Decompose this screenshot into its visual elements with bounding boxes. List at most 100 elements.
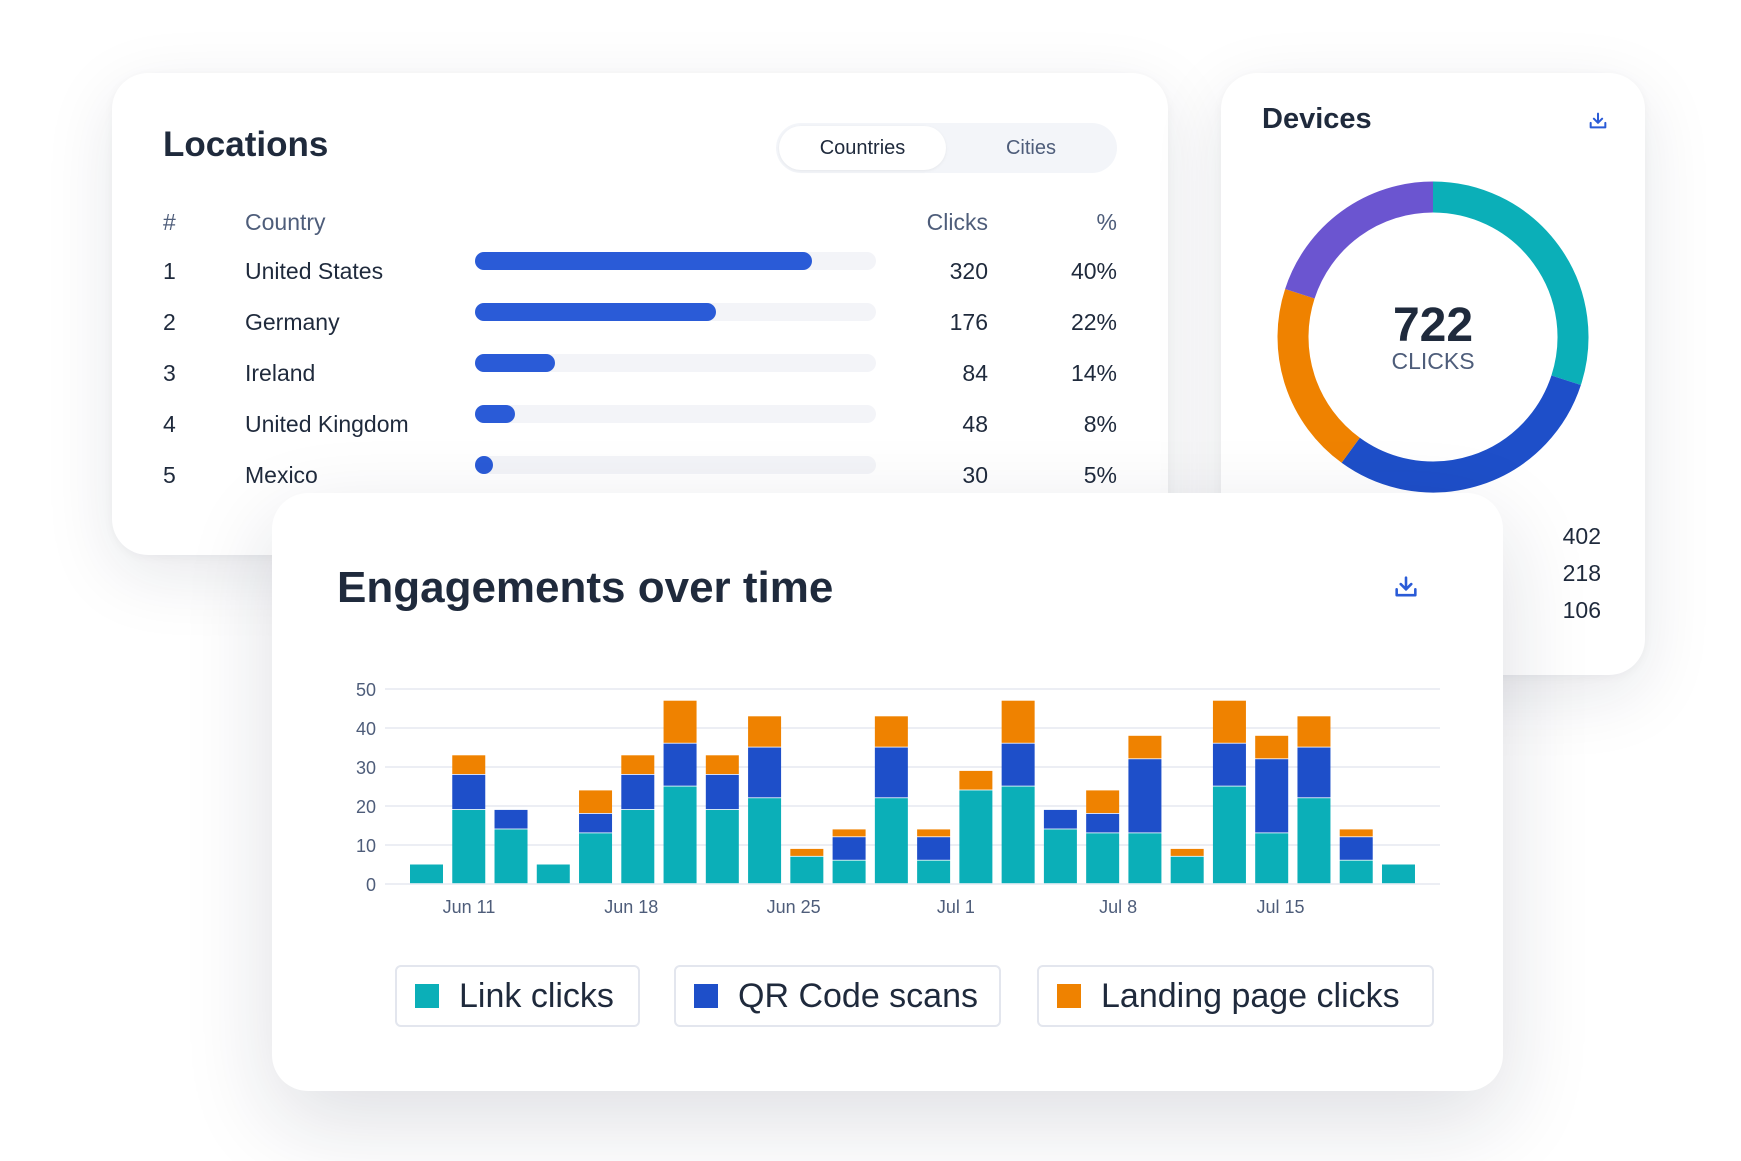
bar-segment-qr-code-scans[interactable] xyxy=(494,809,528,829)
bar-segment-link-clicks[interactable] xyxy=(452,809,486,884)
bar-segment-link-clicks[interactable] xyxy=(663,786,697,884)
bar-segment-landing-page-clicks[interactable] xyxy=(705,755,739,774)
bar-segment-link-clicks[interactable] xyxy=(579,833,613,884)
bar-segment-qr-code-scans[interactable] xyxy=(1339,837,1373,860)
country-cell: United Kingdom xyxy=(245,411,409,437)
bar-segment-link-clicks[interactable] xyxy=(790,856,824,884)
bar-segment-landing-page-clicks[interactable] xyxy=(663,700,697,743)
clicks-header[interactable]: Clicks xyxy=(926,209,988,235)
devices-donut-chart: 722 CLICKS xyxy=(1277,181,1589,493)
bar-segment-qr-code-scans[interactable] xyxy=(1043,809,1077,829)
bar-segment-qr-code-scans[interactable] xyxy=(1086,813,1120,833)
bar-segment-landing-page-clicks[interactable] xyxy=(1170,848,1204,856)
bar-segment-link-clicks[interactable] xyxy=(917,860,951,884)
bar-segment-landing-page-clicks[interactable] xyxy=(1212,700,1246,743)
percent-header[interactable]: % xyxy=(1096,209,1117,235)
bar-segment-link-clicks[interactable] xyxy=(1255,833,1289,884)
bar-segment-qr-code-scans[interactable] xyxy=(1212,743,1246,786)
donut-segment[interactable] xyxy=(1277,288,1361,463)
bar-segment-link-clicks[interactable] xyxy=(1001,786,1035,884)
bar-segment-landing-page-clicks[interactable] xyxy=(1297,716,1331,747)
bar-segment-landing-page-clicks[interactable] xyxy=(1339,829,1373,837)
legend-landing-page-clicks[interactable]: Landing page clicks xyxy=(1037,965,1434,1027)
bar-segment-qr-code-scans[interactable] xyxy=(1001,743,1035,786)
donut-segment[interactable] xyxy=(1341,375,1581,493)
legend-label: Link clicks xyxy=(459,976,614,1015)
x-tick-label: Jun 18 xyxy=(604,897,658,917)
bar-segment-link-clicks[interactable] xyxy=(1128,833,1162,884)
countries-cities-toggle[interactable]: Countries Cities xyxy=(776,123,1117,173)
link-clicks-swatch xyxy=(415,984,439,1008)
locations-card: Locations Countries Cities # Country Cli… xyxy=(112,73,1168,555)
bar-segment-link-clicks[interactable] xyxy=(1086,833,1120,884)
bar-segment-link-clicks[interactable] xyxy=(410,864,443,884)
bar-segment-landing-page-clicks[interactable] xyxy=(832,829,866,837)
bar-segment-landing-page-clicks[interactable] xyxy=(579,790,613,813)
legend-qr-code-scans[interactable]: QR Code scans xyxy=(674,965,1001,1027)
bar-segment-link-clicks[interactable] xyxy=(832,860,866,884)
bar-segment-link-clicks[interactable] xyxy=(1043,829,1077,884)
engagements-card: Engagements over time 0 10 20 30 40 50 Jun 11 J… xyxy=(272,493,1503,1091)
x-tick-label: Jun 11 xyxy=(443,897,496,917)
bar-segment-qr-code-scans[interactable] xyxy=(917,837,951,860)
bar-segment-link-clicks[interactable] xyxy=(536,864,570,884)
donut-segment[interactable] xyxy=(1432,181,1589,386)
percent-cell: 5% xyxy=(1083,462,1117,488)
bar-segment-qr-code-scans[interactable] xyxy=(452,774,486,810)
country-header[interactable]: Country xyxy=(245,209,326,235)
bar-segment-qr-code-scans[interactable] xyxy=(1128,759,1162,833)
bar-segment-link-clicks[interactable] xyxy=(1297,798,1331,884)
qr-code-scans-swatch xyxy=(694,984,718,1008)
legend-label: QR Code scans xyxy=(738,976,978,1015)
bar-segment-landing-page-clicks[interactable] xyxy=(1255,735,1289,759)
bar-segment-landing-page-clicks[interactable] xyxy=(748,716,782,747)
bar-segment-landing-page-clicks[interactable] xyxy=(452,755,486,774)
bar-segment-qr-code-scans[interactable] xyxy=(874,747,908,798)
bar-segment-qr-code-scans[interactable] xyxy=(1297,747,1331,798)
rank-cell: 2 xyxy=(163,309,176,335)
country-cell: Mexico xyxy=(245,462,318,488)
bar-segment-qr-code-scans[interactable] xyxy=(1255,759,1289,833)
rank-cell: 5 xyxy=(163,462,176,488)
bar-segment-link-clicks[interactable] xyxy=(1212,786,1246,884)
download-icon[interactable] xyxy=(1587,110,1609,137)
percent-cell: 22% xyxy=(1070,309,1117,335)
percent-cell: 14% xyxy=(1070,360,1117,386)
bar-segment-qr-code-scans[interactable] xyxy=(748,747,782,798)
bar-segment-link-clicks[interactable] xyxy=(748,798,782,884)
bar-segment-qr-code-scans[interactable] xyxy=(663,743,697,786)
bar-segment-landing-page-clicks[interactable] xyxy=(959,770,993,790)
bar-segment-qr-code-scans[interactable] xyxy=(832,837,866,860)
bar-segment-link-clicks[interactable] xyxy=(494,829,528,884)
legend-link-clicks[interactable]: Link clicks xyxy=(395,965,640,1027)
bar-segment-link-clicks[interactable] xyxy=(874,798,908,884)
bar-segment-landing-page-clicks[interactable] xyxy=(621,755,655,774)
device-value: 402 xyxy=(1562,523,1601,549)
tab-countries[interactable]: Countries xyxy=(779,126,946,170)
bar-segment-link-clicks[interactable] xyxy=(1170,856,1204,884)
bar-segment-link-clicks[interactable] xyxy=(705,809,739,884)
bar-segment-landing-page-clicks[interactable] xyxy=(874,716,908,747)
clicks-bar-fill xyxy=(475,405,516,423)
clicks-bar-fill xyxy=(475,303,716,321)
download-icon[interactable] xyxy=(1392,573,1420,606)
bar-segment-qr-code-scans[interactable] xyxy=(621,774,655,810)
bar-segment-qr-code-scans[interactable] xyxy=(579,813,613,833)
bar-segment-landing-page-clicks[interactable] xyxy=(917,829,951,837)
bar-segment-landing-page-clicks[interactable] xyxy=(1086,790,1120,813)
bar-segment-link-clicks[interactable] xyxy=(959,790,993,884)
device-value: 218 xyxy=(1562,560,1601,586)
bar-segment-link-clicks[interactable] xyxy=(1381,864,1415,884)
donut-segment[interactable] xyxy=(1285,181,1434,299)
bar-segment-link-clicks[interactable] xyxy=(621,809,655,884)
devices-title: Devices xyxy=(1262,103,1372,135)
tab-cities[interactable]: Cities xyxy=(1005,136,1056,159)
percent-cell: 8% xyxy=(1083,411,1117,437)
bar-segment-landing-page-clicks[interactable] xyxy=(790,848,824,856)
bar-segment-landing-page-clicks[interactable] xyxy=(1001,700,1035,743)
landing-page-clicks-swatch xyxy=(1057,984,1081,1008)
bar-segment-landing-page-clicks[interactable] xyxy=(1128,735,1162,759)
bar-segment-qr-code-scans[interactable] xyxy=(705,774,739,810)
y-tick-label: 10 xyxy=(356,836,376,856)
bar-segment-link-clicks[interactable] xyxy=(1339,860,1373,884)
